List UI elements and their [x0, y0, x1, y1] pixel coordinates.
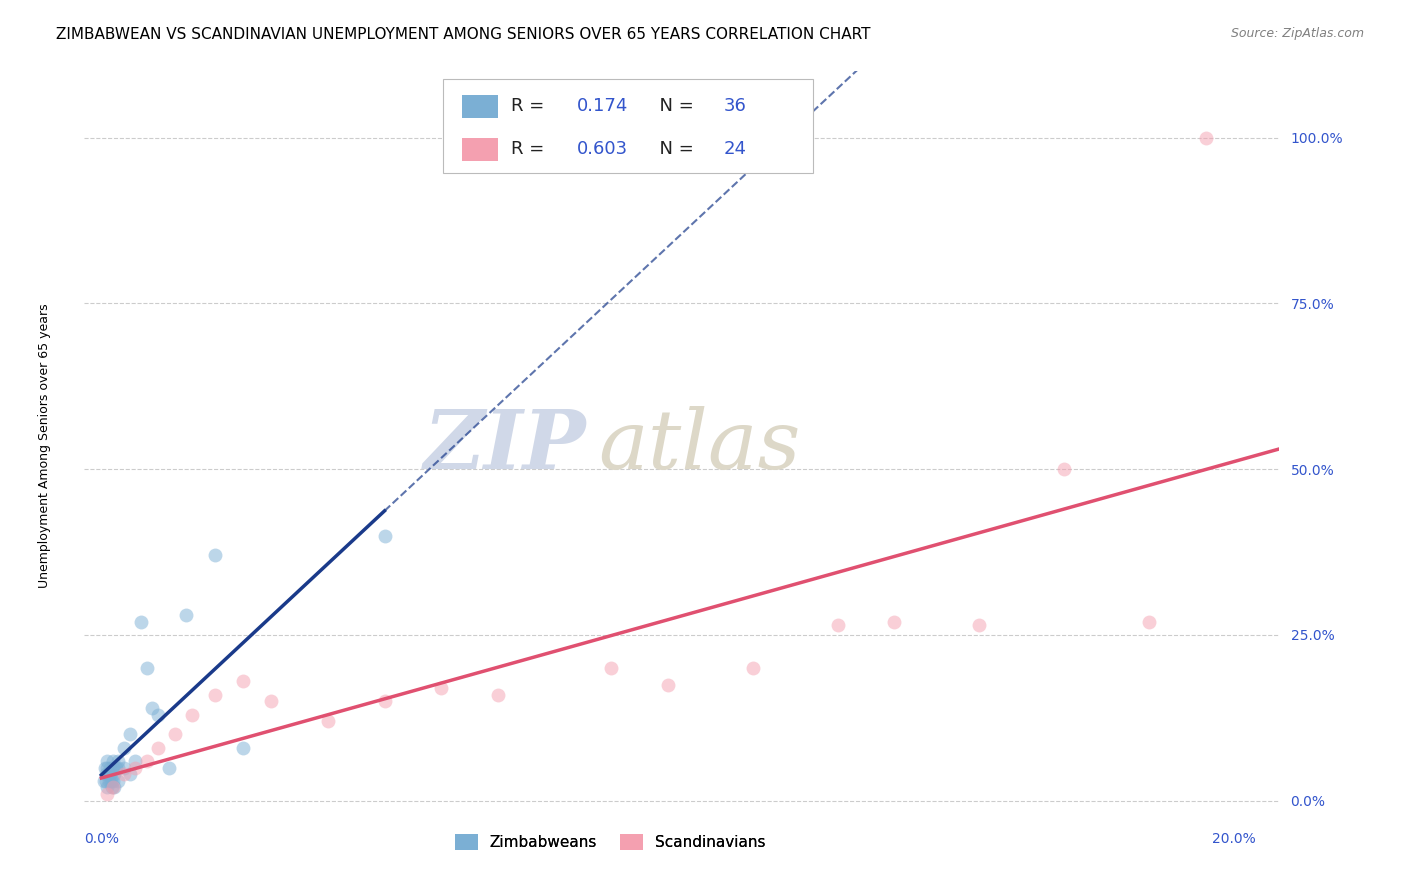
Point [316, 714, 339, 728]
Point [101, 773, 124, 788]
Point [94, 761, 117, 775]
Point [232, 674, 254, 689]
FancyBboxPatch shape [463, 138, 498, 161]
Point [96, 773, 118, 788]
Point [100, 780, 122, 795]
Text: ZIP: ZIP [423, 406, 586, 486]
Point [101, 761, 124, 775]
Point [97, 773, 120, 788]
Point [118, 727, 141, 741]
Point [103, 767, 125, 781]
Text: R =: R = [510, 97, 550, 115]
Point [657, 678, 679, 692]
Point [112, 767, 135, 781]
Text: N =: N = [648, 140, 700, 159]
Point [967, 618, 990, 632]
Point [93, 773, 115, 788]
Point [204, 688, 226, 702]
Point [94, 767, 117, 781]
Point [101, 754, 124, 768]
Text: 24: 24 [724, 140, 747, 159]
Point [260, 694, 283, 708]
Text: Unemployment Among Seniors over 65 years: Unemployment Among Seniors over 65 years [38, 303, 52, 589]
Text: R =: R = [510, 140, 550, 159]
Point [163, 727, 186, 741]
FancyBboxPatch shape [443, 78, 814, 172]
Point [101, 780, 124, 795]
Point [146, 740, 169, 755]
Point [100, 767, 122, 781]
Point [600, 661, 623, 675]
Text: 0.603: 0.603 [576, 140, 628, 159]
Point [98, 761, 121, 775]
Point [124, 761, 146, 775]
Point [118, 767, 141, 781]
Point [176, 608, 198, 623]
FancyBboxPatch shape [463, 95, 498, 118]
Point [129, 615, 152, 629]
Legend: Zimbabweans, Scandinavians: Zimbabweans, Scandinavians [447, 827, 773, 858]
Point [97, 767, 120, 781]
Point [232, 740, 254, 755]
Point [104, 761, 127, 775]
Point [107, 761, 129, 775]
Point [124, 754, 146, 768]
Point [1053, 462, 1076, 476]
Point [374, 528, 396, 542]
Point [103, 780, 125, 795]
Text: Source: ZipAtlas.com: Source: ZipAtlas.com [1230, 27, 1364, 40]
Point [430, 681, 453, 695]
Point [135, 661, 157, 675]
Point [486, 688, 509, 702]
Point [204, 549, 226, 563]
Point [741, 661, 763, 675]
Point [112, 740, 135, 755]
Text: 36: 36 [724, 97, 747, 115]
Point [96, 754, 118, 768]
Point [1195, 130, 1218, 145]
Text: N =: N = [648, 97, 700, 115]
Point [146, 707, 169, 722]
Point [157, 761, 180, 775]
Point [1137, 615, 1160, 629]
Text: 0.174: 0.174 [576, 97, 628, 115]
Point [96, 787, 118, 801]
Point [141, 701, 163, 715]
Point [107, 754, 129, 768]
Text: atlas: atlas [599, 406, 800, 486]
Point [112, 761, 135, 775]
Point [100, 773, 122, 788]
Point [135, 754, 157, 768]
Point [374, 694, 396, 708]
Point [107, 773, 129, 788]
Text: ZIMBABWEAN VS SCANDINAVIAN UNEMPLOYMENT AMONG SENIORS OVER 65 YEARS CORRELATION : ZIMBABWEAN VS SCANDINAVIAN UNEMPLOYMENT … [56, 27, 870, 42]
Point [96, 780, 118, 795]
Point [96, 761, 118, 775]
Point [827, 618, 849, 632]
Point [883, 615, 905, 629]
Point [181, 707, 204, 722]
